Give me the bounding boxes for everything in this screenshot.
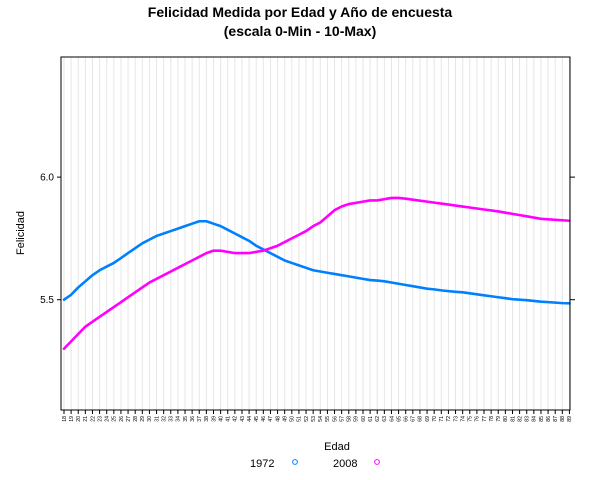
x-tick-label: 34: [176, 416, 182, 422]
x-tick-label: 75: [468, 416, 474, 422]
x-tick-label: 86: [546, 416, 552, 422]
x-tick-label: 58: [347, 416, 353, 422]
series-line-2008: [62, 196, 571, 351]
x-tick-label: 30: [147, 416, 153, 422]
x-tick-label: 53: [311, 416, 317, 422]
x-tick-label: 23: [97, 416, 103, 422]
x-tick-label: 55: [325, 416, 331, 422]
axes: 18 19 20 21 22 23 24 25 26 27 28 29 30 31 32 33 34 35 36 37…: [40, 173, 575, 422]
x-tick-label: 39: [211, 416, 217, 422]
x-tick-label: 21: [83, 416, 89, 422]
x-tick-label: 83: [525, 416, 531, 422]
x-tick-label: 37: [197, 416, 203, 422]
x-tick-label: 64: [389, 416, 395, 422]
x-tick-label: 56: [332, 416, 338, 422]
x-tick-label: 42: [233, 416, 239, 422]
series-line-1972: [62, 219, 571, 305]
y-tick-label: 5.5: [40, 295, 54, 306]
x-tick-label: 24: [105, 416, 111, 422]
x-tick-label: 66: [404, 416, 410, 422]
y-axis-title: Felicidad: [15, 211, 27, 255]
x-tick-label: 81: [510, 416, 516, 422]
x-tick-label: 41: [226, 416, 232, 422]
x-tick-label: 87: [553, 416, 559, 422]
x-tick-label: 88: [560, 416, 566, 422]
legend: 1972 2008: [250, 458, 380, 470]
x-tick-label: 60: [361, 416, 367, 422]
x-tick-label: 32: [161, 416, 167, 422]
x-tick-label: 31: [154, 416, 160, 422]
x-tick-label: 67: [411, 416, 417, 422]
legend-label-1972: 1972: [250, 458, 274, 470]
x-tick-label: 28: [133, 416, 139, 422]
x-tick-label: 89: [567, 416, 573, 422]
y-tick-label: 6.0: [40, 173, 54, 184]
x-tick-label: 76: [475, 416, 481, 422]
x-tick-label: 71: [439, 416, 445, 422]
x-tick-label: 80: [503, 416, 509, 422]
series-lines: [62, 196, 571, 351]
x-tick-label: 38: [204, 416, 210, 422]
x-tick-label: 84: [532, 416, 538, 422]
x-tick-label: 70: [432, 416, 438, 422]
x-tick-label: 79: [496, 416, 502, 422]
x-tick-label: 63: [382, 416, 388, 422]
x-tick-label: 44: [247, 416, 253, 422]
x-tick-label: 35: [183, 416, 189, 422]
x-tick-label: 19: [69, 416, 75, 422]
x-tick-label: 61: [368, 416, 374, 422]
x-tick-label: 36: [190, 416, 196, 422]
x-tick-label: 62: [375, 416, 381, 422]
x-tick-label: 26: [119, 416, 125, 422]
legend-marker-2008: [374, 459, 380, 465]
x-tick-label: 29: [140, 416, 146, 422]
x-tick-label: 51: [297, 416, 303, 422]
x-tick-label: 43: [240, 416, 246, 422]
x-tick-label: 72: [446, 416, 452, 422]
x-tick-label: 45: [254, 416, 260, 422]
x-tick-label: 65: [396, 416, 402, 422]
x-tick-label: 48: [275, 416, 281, 422]
x-tick-label: 33: [169, 416, 175, 422]
x-tick-label: 69: [425, 416, 431, 422]
x-tick-label: 50: [290, 416, 296, 422]
x-tick-label: 25: [112, 416, 118, 422]
x-tick-label: 85: [539, 416, 545, 422]
x-tick-label: 54: [318, 416, 324, 422]
x-tick-label: 82: [517, 416, 523, 422]
chart-subtitle: (escala 0-Min - 10-Max): [223, 23, 377, 39]
x-tick-label: 78: [489, 416, 495, 422]
legend-label-2008: 2008: [333, 458, 357, 470]
x-tick-label: 68: [418, 416, 424, 422]
x-tick-label: 18: [62, 416, 68, 422]
x-tick-label: 40: [218, 416, 224, 422]
grid-lines: [63, 57, 570, 410]
x-tick-label: 77: [482, 416, 488, 422]
x-tick-label: 20: [76, 416, 82, 422]
x-tick-label: 73: [453, 416, 459, 422]
chart-title: Felicidad Medida por Edad y Año de encue…: [147, 4, 453, 20]
x-tick-label: 74: [460, 416, 466, 422]
x-tick-label: 46: [261, 416, 267, 422]
x-tick-label: 59: [354, 416, 360, 422]
x-axis-title: Edad: [324, 441, 350, 453]
x-tick-label: 49: [282, 416, 288, 422]
x-tick-label: 47: [268, 416, 274, 422]
x-tick-label: 27: [126, 416, 132, 422]
legend-marker-1972: [292, 459, 298, 465]
x-tick-label: 57: [339, 416, 345, 422]
x-tick-label: 22: [90, 416, 96, 422]
plot-frame: [60, 56, 571, 411]
x-tick-label: 52: [304, 416, 310, 422]
